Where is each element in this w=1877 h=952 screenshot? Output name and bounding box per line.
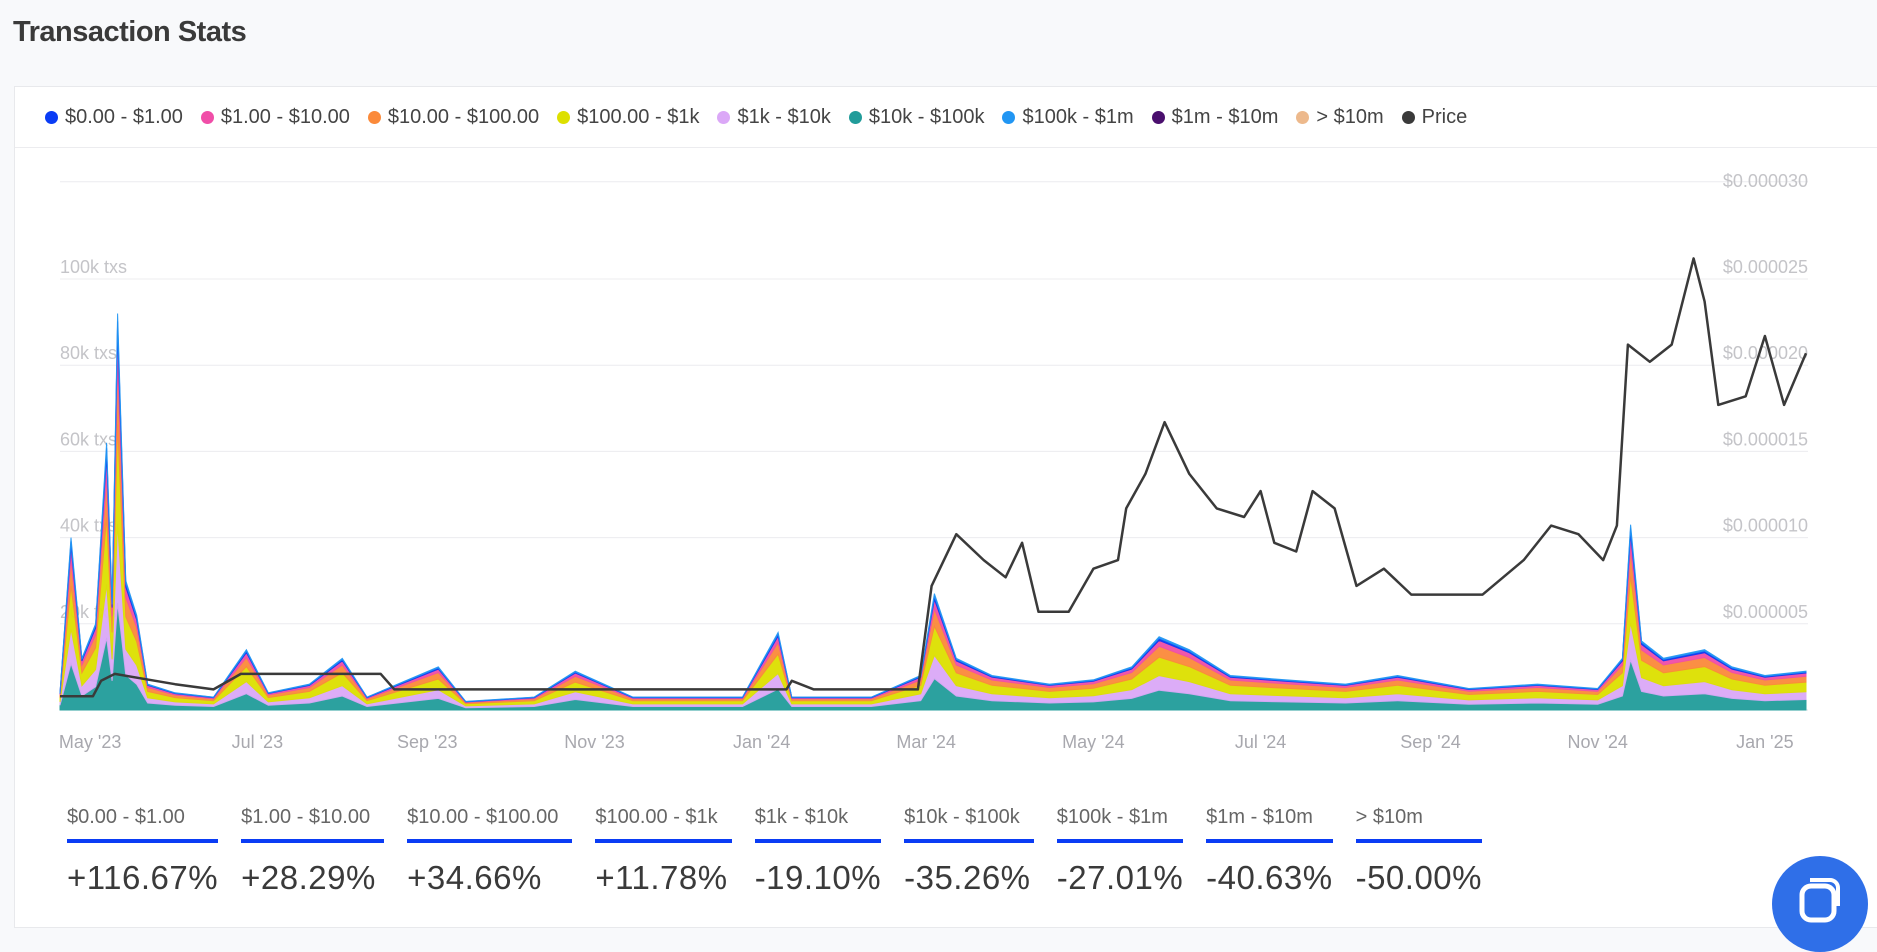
stat-underline xyxy=(754,839,882,843)
legend-item[interactable]: $10.00 - $100.00 xyxy=(367,105,540,129)
legend-dot-icon xyxy=(45,110,58,124)
legend-dot-icon xyxy=(717,110,731,124)
stat-item: $100k - $1m -27.01% xyxy=(1056,806,1184,897)
y-right-tick-label: $0.000005 xyxy=(1723,602,1808,622)
stat-item: $100.00 - $1k +11.78% xyxy=(595,806,732,897)
stat-label: $0.00 - $1.00 xyxy=(67,806,185,828)
legend-dot-icon xyxy=(1296,110,1310,124)
legend-label: $1.00 - $10.00 xyxy=(220,105,350,128)
y-right-tick-label: $0.000015 xyxy=(1723,429,1808,449)
stat-label: $100.00 - $1k xyxy=(595,806,718,828)
legend-item[interactable]: $0.00 - $1.00 xyxy=(45,106,183,129)
legend-item[interactable]: Price xyxy=(1401,105,1468,129)
legend-label: > $10m xyxy=(1316,105,1384,128)
stat-underline xyxy=(407,839,573,843)
legend-label: $100k - $1m xyxy=(1022,105,1134,128)
stat-item: $0.00 - $1.00 +116.67% xyxy=(67,806,219,897)
legend-item[interactable]: $10k - $100k xyxy=(848,105,985,129)
stat-underline xyxy=(1206,839,1333,843)
legend-dot-icon xyxy=(848,110,862,124)
transaction-stats-card: $0.00 - $1.00 $1.00 - $10.00 $10.00 - $100… xyxy=(14,86,1877,928)
y-right-tick-label: $0.000030 xyxy=(1723,171,1808,191)
legend-label: Price xyxy=(1421,105,1468,128)
y-right-tick-label: $0.000020 xyxy=(1723,343,1808,363)
y-left-tick-label: 80k txs xyxy=(60,343,117,363)
x-tick-label: Sep '23 xyxy=(397,732,458,752)
stat-value: +11.78% xyxy=(595,859,728,896)
stat-value: -50.00% xyxy=(1355,859,1483,896)
y-right-tick-label: $0.000025 xyxy=(1723,257,1808,277)
area-series-6 xyxy=(59,313,1807,703)
legend-label: $0.00 - $1.00 xyxy=(65,105,183,128)
x-tick-label: May '24 xyxy=(1062,732,1124,752)
stat-underline xyxy=(595,839,732,843)
legend-label: $10.00 - $100.00 xyxy=(387,105,540,128)
x-tick-label: Mar '24 xyxy=(896,732,955,752)
stat-item: $1k - $10k -19.10% xyxy=(754,806,882,897)
stat-value: -40.63% xyxy=(1206,859,1333,896)
y-left-tick-label: 100k txs xyxy=(60,257,127,277)
stat-value: -27.01% xyxy=(1056,859,1184,896)
y-left-tick-label: 60k txs xyxy=(60,429,117,449)
x-tick-label: Jan '24 xyxy=(733,732,790,752)
stat-label: $10k - $100k xyxy=(904,806,1020,828)
legend-dot-icon xyxy=(200,110,214,124)
stat-label: $1m - $10m xyxy=(1206,806,1313,828)
stat-underline xyxy=(904,839,1034,843)
chart-legend: $0.00 - $1.00 $1.00 - $10.00 $10.00 - $100… xyxy=(15,87,1877,148)
chat-bubble-icon xyxy=(1799,878,1840,923)
stat-item: $10.00 - $100.00 +34.66% xyxy=(407,806,573,897)
x-tick-label: Jul '24 xyxy=(1235,732,1286,752)
stat-underline xyxy=(1056,839,1184,843)
legend-item[interactable]: $100k - $1m xyxy=(1002,105,1134,129)
legend-item[interactable]: $1.00 - $10.00 xyxy=(200,105,350,129)
legend-label: $100.00 - $1k xyxy=(577,105,700,128)
stat-label: $10.00 - $100.00 xyxy=(407,806,559,828)
stat-label: $1.00 - $10.00 xyxy=(241,806,371,828)
legend-item[interactable]: > $10m xyxy=(1296,105,1384,129)
chat-button[interactable] xyxy=(1772,856,1868,952)
stat-item: > $10m -50.00% xyxy=(1355,806,1483,897)
stats-row: $0.00 - $1.00 +116.67% $1.00 - $10.00 +28.2… xyxy=(67,806,1483,897)
price-line xyxy=(60,257,1808,698)
x-tick-label: May '23 xyxy=(59,732,121,752)
stat-value: +34.66% xyxy=(407,859,542,896)
x-tick-label: Nov '23 xyxy=(564,732,624,752)
stat-value: -35.26% xyxy=(904,859,1031,896)
stat-value: +28.29% xyxy=(241,859,376,896)
stat-underline xyxy=(67,839,219,843)
legend-label: $1m - $10m xyxy=(1171,105,1279,128)
x-tick-label: Jan '25 xyxy=(1736,732,1793,752)
stat-underline xyxy=(1355,839,1483,843)
legend-dot-icon xyxy=(367,110,381,124)
x-tick-label: Nov '24 xyxy=(1567,732,1627,752)
stat-label: > $10m xyxy=(1355,806,1423,828)
x-tick-label: Jul '23 xyxy=(232,732,283,752)
page-title: Transaction Stats xyxy=(13,16,247,48)
stat-underline xyxy=(241,839,385,843)
legend-dot-icon xyxy=(1002,110,1016,124)
legend-item[interactable]: $1m - $10m xyxy=(1151,105,1279,129)
y-right-tick-label: $0.000010 xyxy=(1723,516,1808,536)
legend-label: $10k - $100k xyxy=(868,105,985,128)
stat-label: $100k - $1m xyxy=(1056,806,1168,828)
legend-dot-icon xyxy=(557,110,571,124)
stat-value: -19.10% xyxy=(754,859,882,896)
stat-item: $1.00 - $10.00 +28.29% xyxy=(241,806,385,897)
stat-value: +116.67% xyxy=(67,859,219,896)
stat-item: $10k - $100k -35.26% xyxy=(904,806,1034,897)
x-tick-label: Sep '24 xyxy=(1400,732,1461,752)
legend-item[interactable]: $1k - $10k xyxy=(717,105,831,129)
legend-dot-icon xyxy=(1401,110,1415,124)
stat-label: $1k - $10k xyxy=(754,806,849,828)
stat-item: $1m - $10m -40.63% xyxy=(1206,806,1333,897)
legend-label: $1k - $10k xyxy=(737,105,831,128)
legend-item[interactable]: $100.00 - $1k xyxy=(557,106,699,129)
legend-dot-icon xyxy=(1151,110,1165,124)
